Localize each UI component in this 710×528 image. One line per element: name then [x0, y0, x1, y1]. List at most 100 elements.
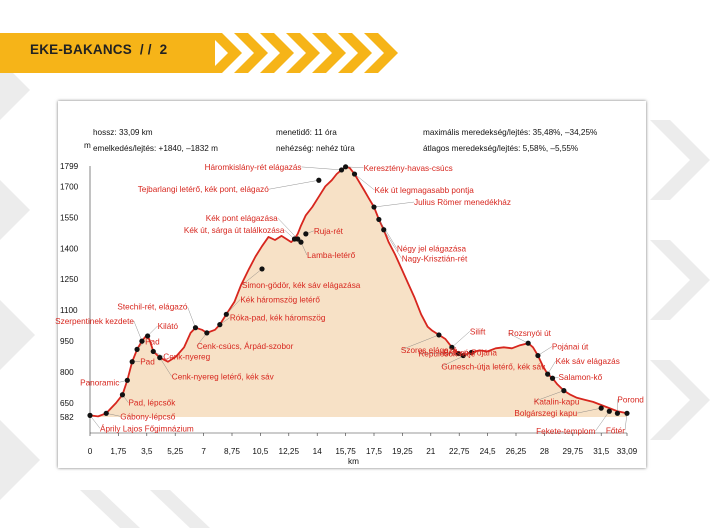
waypoint-marker	[371, 204, 377, 210]
x-tick-label: 12,25	[279, 447, 300, 456]
waypoint-marker	[535, 352, 541, 359]
waypoint-marker	[338, 167, 345, 173]
waypoint-marker	[259, 266, 265, 272]
waypoint-label: Szoros elágazó	[401, 346, 458, 355]
waypoint-label: Panoramic	[80, 378, 119, 387]
x-tick-label: 28	[540, 447, 550, 456]
info-max-grade: maximális meredekség/lejtés: 35,48%, –34…	[423, 128, 598, 137]
page-title: EKE-BAKANCS / / 2	[30, 42, 168, 57]
waypoint-label: Pad, lépcsők	[128, 399, 176, 408]
waypoint-label: Háromkislány-rét elágazás	[205, 163, 302, 172]
waypoint-marker	[460, 352, 466, 359]
waypoint-marker	[436, 332, 442, 338]
waypoint-label: Tejbarlangi letérő, kék pont, elágazó	[138, 185, 270, 194]
waypoint-label: Julius Römer menedékház	[414, 198, 511, 207]
waypoint-label: Bolgárszegi kapu	[514, 409, 577, 418]
x-tick-label: 14	[313, 447, 323, 456]
waypoint-leader	[89, 415, 101, 429]
waypoint-marker	[298, 239, 304, 245]
waypoint-leader	[277, 217, 298, 240]
waypoint-marker	[351, 171, 358, 177]
waypoint-marker	[295, 236, 301, 242]
waypoint-label: Kék sáv elágazás	[556, 357, 620, 366]
y-axis-unit: m	[84, 141, 91, 150]
x-tick-label: 3,5	[141, 447, 153, 456]
waypoint-marker	[145, 333, 151, 339]
x-tick-label: 31,5	[593, 447, 609, 456]
waypoint-leader	[133, 321, 143, 342]
waypoint-leader	[441, 352, 472, 367]
waypoint-label: Porond	[617, 395, 644, 404]
waypoint-leader	[378, 219, 398, 249]
y-tick-label: 1550	[60, 213, 79, 222]
waypoint-leader	[268, 180, 319, 190]
waypoint-label: Áprily Lajos Főgimnázium	[100, 423, 194, 433]
x-tick-label: 0	[88, 447, 93, 456]
waypoint-label: Pojánai út	[552, 343, 589, 352]
waypoint-label: Ruja-rét	[314, 227, 344, 236]
waypoint-marker	[449, 344, 455, 350]
waypoint-label: Szerpentinek kezdete	[55, 317, 134, 326]
x-tick-label: 22,75	[449, 447, 470, 456]
waypoint-label: Lamba-letérő	[307, 251, 356, 260]
y-tick-label: 1400	[60, 244, 79, 253]
header-band	[0, 33, 215, 73]
waypoint-label: Katalin-kapu	[534, 398, 580, 407]
info-length: hossz: 33,09 km	[93, 128, 153, 137]
y-tick-label: 1700	[60, 182, 79, 191]
waypoint-label: Salamon-kő	[559, 373, 603, 382]
waypoint-leader	[595, 411, 610, 432]
waypoint-leader	[226, 299, 241, 315]
x-tick-label: 7	[201, 447, 206, 456]
y-tick-label: 650	[60, 399, 74, 408]
waypoint-marker	[624, 410, 630, 416]
y-tick-label: 1250	[60, 275, 79, 284]
waypoint-marker	[303, 231, 309, 237]
x-axis-unit: km	[348, 457, 359, 466]
waypoint-label: Kék út, sárga út találkozása	[184, 226, 285, 235]
waypoint-leader	[373, 201, 415, 208]
waypoint-marker	[87, 412, 93, 418]
waypoint-label: Gunesch-útja letérő, kék sáv	[441, 362, 546, 371]
info-time: menetidő: 11 óra	[276, 128, 337, 137]
waypoint-marker	[192, 325, 199, 331]
waypoint-leader	[196, 332, 208, 346]
y-tick-label: 800	[60, 368, 74, 377]
waypoint-label: Fekete-templom	[536, 427, 595, 436]
y-tick-label: 1799	[60, 162, 79, 171]
waypoint-marker	[139, 338, 145, 344]
waypoint-label: Négy jel elágazása	[397, 244, 467, 253]
waypoint-marker	[217, 322, 223, 328]
waypoint-label: Pad	[145, 337, 160, 346]
waypoint-leader	[508, 332, 529, 344]
waypoint-marker	[103, 410, 109, 416]
waypoint-marker	[598, 405, 604, 411]
waypoint-label: Cenk-csúcs, Árpád-szobor	[197, 341, 294, 351]
waypoint-marker	[150, 348, 156, 355]
waypoint-marker	[342, 164, 349, 170]
x-tick-label: 5,25	[167, 447, 183, 456]
waypoint-marker	[561, 388, 567, 394]
waypoint-marker	[468, 349, 474, 356]
x-tick-label: 24,5	[480, 447, 496, 456]
waypoint-label: Gábony-lépcső	[120, 412, 176, 421]
waypoint-leader	[533, 390, 564, 402]
x-tick-label: 26,25	[506, 447, 527, 456]
waypoint-marker	[134, 346, 140, 352]
waypoint-leader	[241, 268, 263, 286]
info-difficulty: nehézség: nehéz túra	[276, 144, 355, 153]
waypoint-leader	[624, 413, 628, 431]
waypoint-label: Keresztény-havas-csúcs	[364, 164, 453, 173]
waypoint-marker	[124, 377, 130, 383]
waypoint-marker	[614, 410, 621, 416]
waypoint-label: Cenk-nyereg letérő, kék sáv	[172, 373, 275, 382]
waypoint-label: Silift	[470, 327, 486, 336]
y-tick-label: 582	[60, 413, 74, 422]
x-tick-label: 8,75	[224, 447, 240, 456]
waypoint-marker	[525, 340, 531, 346]
profile-area	[90, 166, 627, 417]
waypoint-label: Kék háromszög letérő	[240, 295, 320, 304]
x-tick-label: 15,75	[335, 447, 356, 456]
info-ascent: emelkedés/lejtés: +1840, –1832 m	[93, 144, 218, 153]
